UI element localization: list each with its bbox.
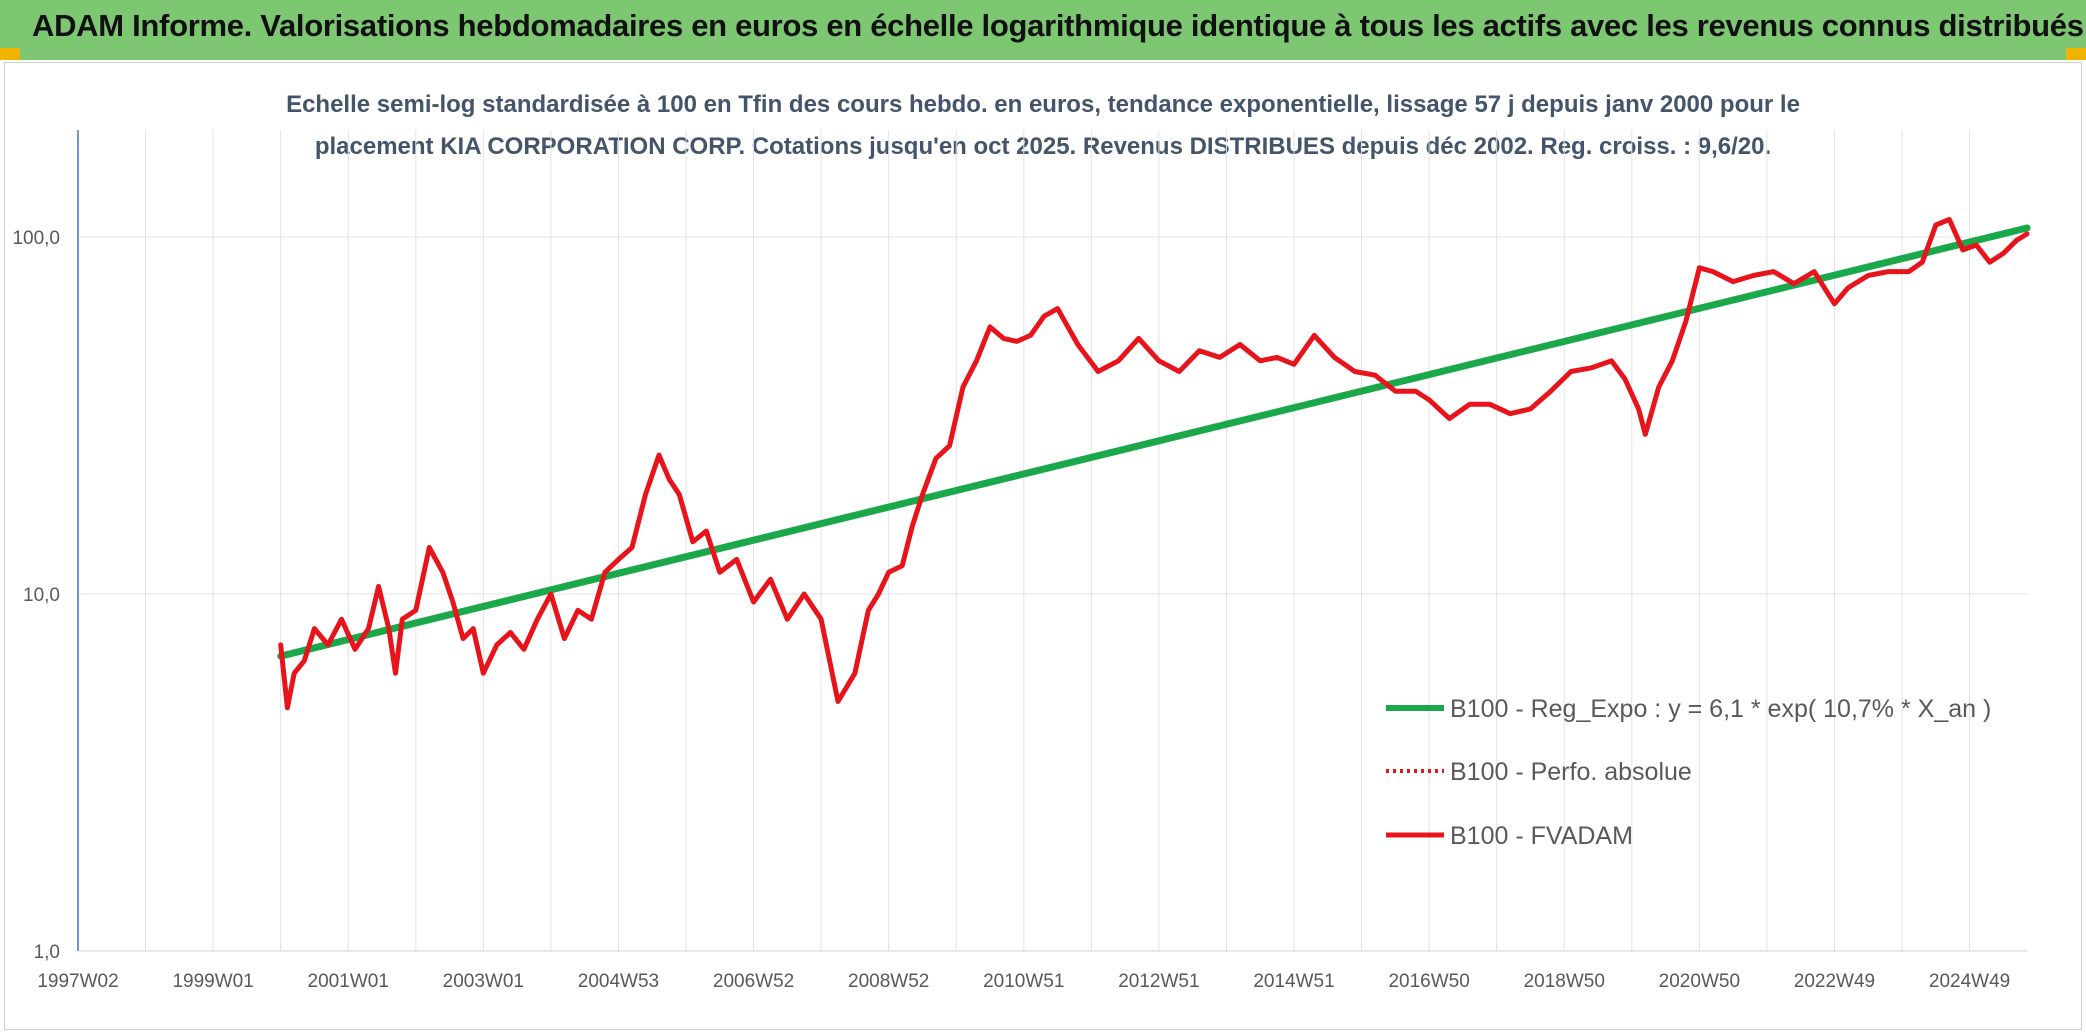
report-header: ADAM Informe. Valorisations hebdomadaire…	[0, 0, 2086, 60]
x-tick-label: 2012W51	[1118, 971, 1199, 992]
x-tick-label: 2001W01	[308, 971, 389, 992]
chart-title-line-1: Echelle semi-log standardisée à 100 en T…	[286, 91, 1800, 118]
x-tick-label: 2008W52	[848, 971, 929, 992]
x-tick-label: 1997W02	[37, 971, 118, 992]
x-tick-label: 2020W50	[1659, 971, 1740, 992]
x-tick-label: 2010W51	[983, 971, 1064, 992]
x-tick-label: 2004W53	[578, 971, 659, 992]
x-tick-label: 2006W52	[713, 971, 794, 992]
y-tick-label: 10,0	[23, 585, 60, 606]
report-title: ADAM Informe. Valorisations hebdomadaire…	[32, 8, 2084, 43]
y-tick-label: 100,0	[12, 228, 60, 249]
x-tick-label: 2016W50	[1388, 971, 1469, 992]
legend-label-1: B100 - Perfo. absolue	[1450, 758, 1692, 786]
legend-label-2: B100 - FVADAM	[1450, 822, 1633, 850]
x-tick-label: 2024W49	[1929, 971, 2010, 992]
x-tick-label: 1999W01	[172, 971, 253, 992]
x-tick-label: 2003W01	[443, 971, 524, 992]
y-tick-label: 1,0	[34, 942, 60, 963]
legend-label-0: B100 - Reg_Expo : y = 6,1 * exp( 10,7% *…	[1450, 695, 1991, 723]
series-line-0	[277, 224, 2031, 660]
corner-marker-right	[2066, 48, 2086, 60]
chart-title-line-2: placement KIA CORPORATION CORP. Cotation…	[314, 133, 1772, 160]
x-tick-label: 2014W51	[1253, 971, 1334, 992]
series-line-2	[278, 216, 2030, 711]
corner-marker-left	[0, 48, 20, 60]
x-tick-label: 2022W49	[1794, 971, 1875, 992]
x-tick-label: 2018W50	[1524, 971, 1605, 992]
chart-frame	[4, 62, 2082, 1030]
